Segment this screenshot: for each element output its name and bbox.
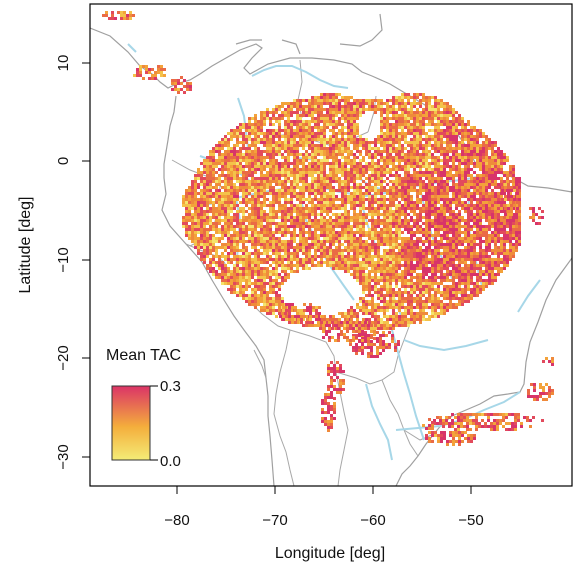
y-tick-label: 0 — [55, 157, 72, 165]
x-axis-title: Longitude [deg] — [275, 545, 385, 562]
x-tick-label: −60 — [360, 512, 385, 529]
y-tick-label: −30 — [55, 444, 72, 469]
legend-min-label: 0.0 — [160, 453, 181, 470]
y-tick-0: 0 — [55, 157, 90, 165]
y-tick-label: 10 — [55, 55, 72, 72]
x-tick-minus50: −50 — [458, 486, 484, 529]
x-tick-label: −50 — [458, 512, 483, 529]
x-axis: −80 −70 −60 −50 Longitude [deg] — [164, 486, 484, 562]
legend-max-label: 0.3 — [160, 378, 181, 395]
y-tick-10: 10 — [55, 55, 90, 72]
x-tick-minus70: −70 — [262, 486, 288, 529]
y-tick-minus30: −30 — [55, 444, 90, 470]
x-tick-minus80: −80 — [164, 486, 190, 529]
y-tick-label: −10 — [55, 247, 72, 272]
plot-frame — [89, 3, 573, 487]
legend-colorbar — [111, 385, 151, 461]
color-legend: Mean TAC 0.3 0.0 — [106, 347, 181, 470]
y-tick-minus10: −10 — [55, 247, 90, 273]
legend-title: Mean TAC — [106, 347, 181, 364]
y-axis-title: Latitude [deg] — [17, 197, 34, 294]
map-panel — [90, 11, 572, 486]
x-tick-minus60: −60 — [360, 486, 386, 529]
y-axis: 10 0 −10 −20 −30 Latitude [deg] — [17, 55, 90, 470]
y-tick-minus20: −20 — [55, 345, 90, 371]
y-tick-label: −20 — [55, 345, 72, 370]
x-tick-label: −70 — [262, 512, 287, 529]
tac-raster — [102, 11, 554, 446]
x-tick-label: −80 — [164, 512, 189, 529]
